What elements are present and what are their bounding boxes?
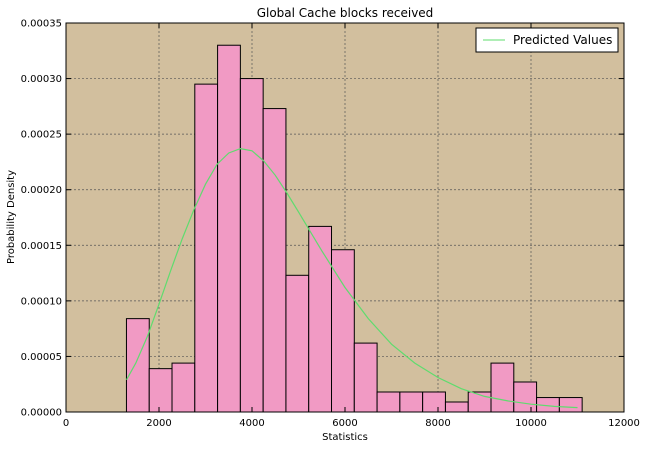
y-tick-label: 0.00025 (21, 130, 62, 141)
y-tick-label: 0.00030 (21, 74, 62, 85)
histogram-bar (171, 362, 196, 413)
histogram-bar (376, 391, 401, 413)
x-tick-label: 8000 (425, 418, 450, 429)
chart-title: Global Cache blocks received (257, 6, 434, 20)
legend-label: Predicted Values (513, 33, 612, 47)
histogram-bar (513, 381, 538, 413)
histogram-bar (217, 44, 241, 413)
x-axis-label: Statistics (322, 432, 368, 443)
histogram-bar (444, 401, 469, 413)
histogram-bar (262, 108, 287, 413)
histogram-bar (331, 249, 355, 413)
histogram-bar (148, 368, 173, 413)
grid-lines (66, 23, 624, 412)
histogram-bars (125, 44, 583, 413)
predicted-values-line-group (125, 147, 578, 409)
histogram-bar (558, 397, 583, 413)
axis-ticks: 0 2000 4000 6000 8000 10000 12000 0.00000 0.0000… (21, 19, 640, 430)
histogram-bar (399, 391, 424, 413)
x-tick-label: 2000 (146, 418, 171, 429)
y-tick-label: 0.00010 (21, 296, 62, 307)
histogram-bar (239, 78, 264, 413)
y-tick-label: 0.00000 (21, 408, 62, 419)
y-tick-label: 0.00035 (21, 19, 62, 30)
x-tick-label: 6000 (332, 418, 357, 429)
predicted-values-line (125, 147, 578, 409)
histogram-bar (285, 274, 310, 413)
x-tick-label: 12000 (608, 418, 640, 429)
histogram-bar (308, 225, 333, 413)
histogram-bar (194, 83, 219, 413)
legend: Predicted Values (475, 27, 619, 53)
histogram-bar (125, 318, 150, 413)
histogram-bar (353, 342, 378, 413)
y-axis-label: Probability Density (6, 170, 17, 264)
y-tick-label: 0.00015 (21, 241, 62, 252)
histogram-bar (490, 362, 515, 413)
y-tick-label: 0.00005 (21, 352, 62, 363)
x-tick-label: 4000 (239, 418, 264, 429)
y-tick-label: 0.00020 (21, 185, 62, 196)
histogram-bar (422, 391, 446, 413)
x-tick-label: 0 (63, 418, 69, 429)
x-tick-label: 10000 (515, 418, 547, 429)
